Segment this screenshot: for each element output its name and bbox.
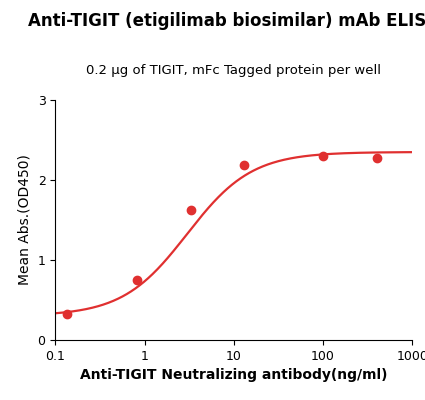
- Point: [133, 277, 140, 283]
- Point: [187, 206, 194, 213]
- Point: [241, 162, 248, 168]
- Point: [64, 311, 71, 318]
- Text: 0.2 μg of TIGIT, mFc Tagged protein per well: 0.2 μg of TIGIT, mFc Tagged protein per …: [86, 64, 381, 77]
- Point: [373, 155, 380, 162]
- Text: Anti-TIGIT (etigilimab biosimilar) mAb ELISA: Anti-TIGIT (etigilimab biosimilar) mAb E…: [28, 12, 425, 30]
- X-axis label: Anti-TIGIT Neutralizing antibody(ng/ml): Anti-TIGIT Neutralizing antibody(ng/ml): [80, 368, 388, 382]
- Point: [320, 153, 326, 159]
- Y-axis label: Mean Abs.(OD450): Mean Abs.(OD450): [18, 154, 32, 286]
